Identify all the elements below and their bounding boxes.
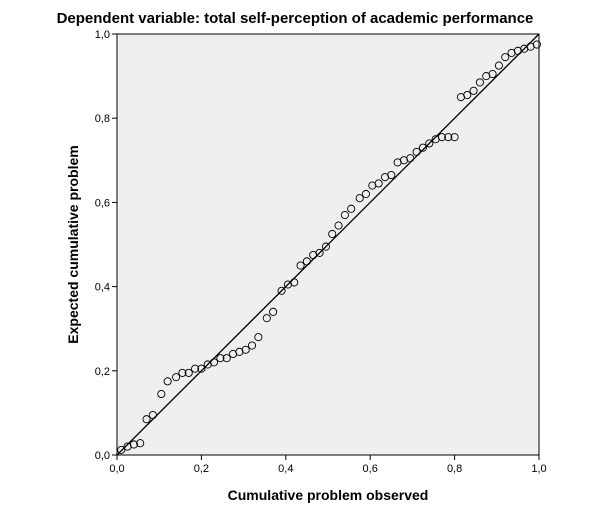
y-tick-label: 1,0 [95,29,110,41]
x-axis-title: Cumulative problem observed [228,487,429,503]
data-point [136,439,145,448]
data-point [277,286,286,295]
data-point [142,415,151,424]
data-point [450,133,459,142]
data-point [347,204,356,213]
data-point [315,248,324,257]
data-point [488,69,497,79]
data-point [241,345,250,354]
data-point [334,221,343,230]
data-point [412,147,421,156]
data-point [387,170,396,180]
reference-diagonal-line [116,33,540,456]
data-point [178,368,187,377]
x-tick-label: 0,6 [363,463,378,475]
data-point [469,86,478,95]
y-tick-label: 0,6 [95,197,110,209]
data-point [463,90,472,100]
x-tick-label: 1,0 [531,463,546,475]
data-point [222,354,231,363]
y-tick-label: 0,0 [95,450,110,462]
data-point [444,133,453,142]
data-point [374,179,383,188]
data-point [163,377,172,386]
data-point [425,139,434,148]
data-markers [117,40,541,454]
data-point [216,354,225,363]
x-tick-label: 0,4 [278,463,293,475]
data-point [321,242,330,251]
data-point [355,194,364,203]
y-tick-label: 0,2 [95,366,110,378]
plot-frame [116,33,540,456]
data-point [406,154,415,163]
data-point [191,364,200,373]
data-point [296,261,305,270]
data-point [290,278,299,287]
data-point [418,143,428,152]
x-tick-label: 0,0 [109,463,124,475]
data-point [254,333,263,342]
data-point [328,229,337,239]
data-point [532,40,541,49]
data-point [157,389,166,399]
data-point [197,364,206,373]
data-point [361,189,371,199]
data-point [494,61,503,70]
data-point [148,410,157,420]
y-tick-label: 0,4 [95,282,110,294]
data-point [340,210,349,220]
data-point [501,53,510,62]
chart-title: Dependent variable: total self-perceptio… [56,10,534,27]
x-tick-label: 0,8 [447,463,462,475]
y-axis-title: Expected cumulative problem [65,145,81,343]
axis-ticks: 0,0 0,2 0,4 0,6 0,8 1,0 0,0 0,2 0,4 0,6 0,8 1,0 [95,29,547,475]
data-point [475,78,484,87]
data-point [184,368,193,377]
data-point [210,358,219,367]
data-point [172,373,181,382]
data-point [247,341,257,350]
data-point [117,445,126,454]
data-point [302,257,311,266]
data-point [437,133,446,142]
x-tick-label: 0,2 [194,463,209,475]
data-point [129,440,138,449]
data-point [269,307,278,316]
data-point [262,314,271,323]
y-tick-label: 0,8 [95,113,110,125]
